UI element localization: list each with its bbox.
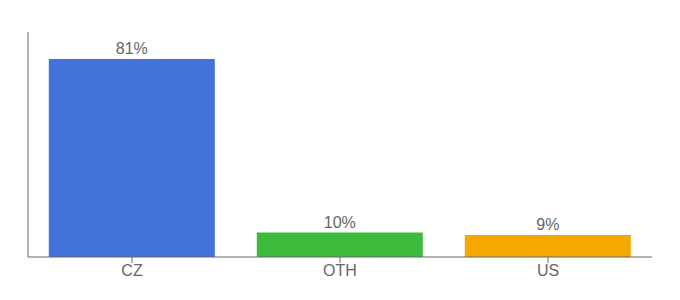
svg-text:10%: 10% — [324, 214, 356, 231]
svg-text:CZ: CZ — [121, 262, 143, 279]
svg-text:US: US — [537, 262, 559, 279]
svg-text:81%: 81% — [116, 40, 148, 57]
svg-text:9%: 9% — [536, 216, 559, 233]
svg-text:OTH: OTH — [323, 262, 357, 279]
